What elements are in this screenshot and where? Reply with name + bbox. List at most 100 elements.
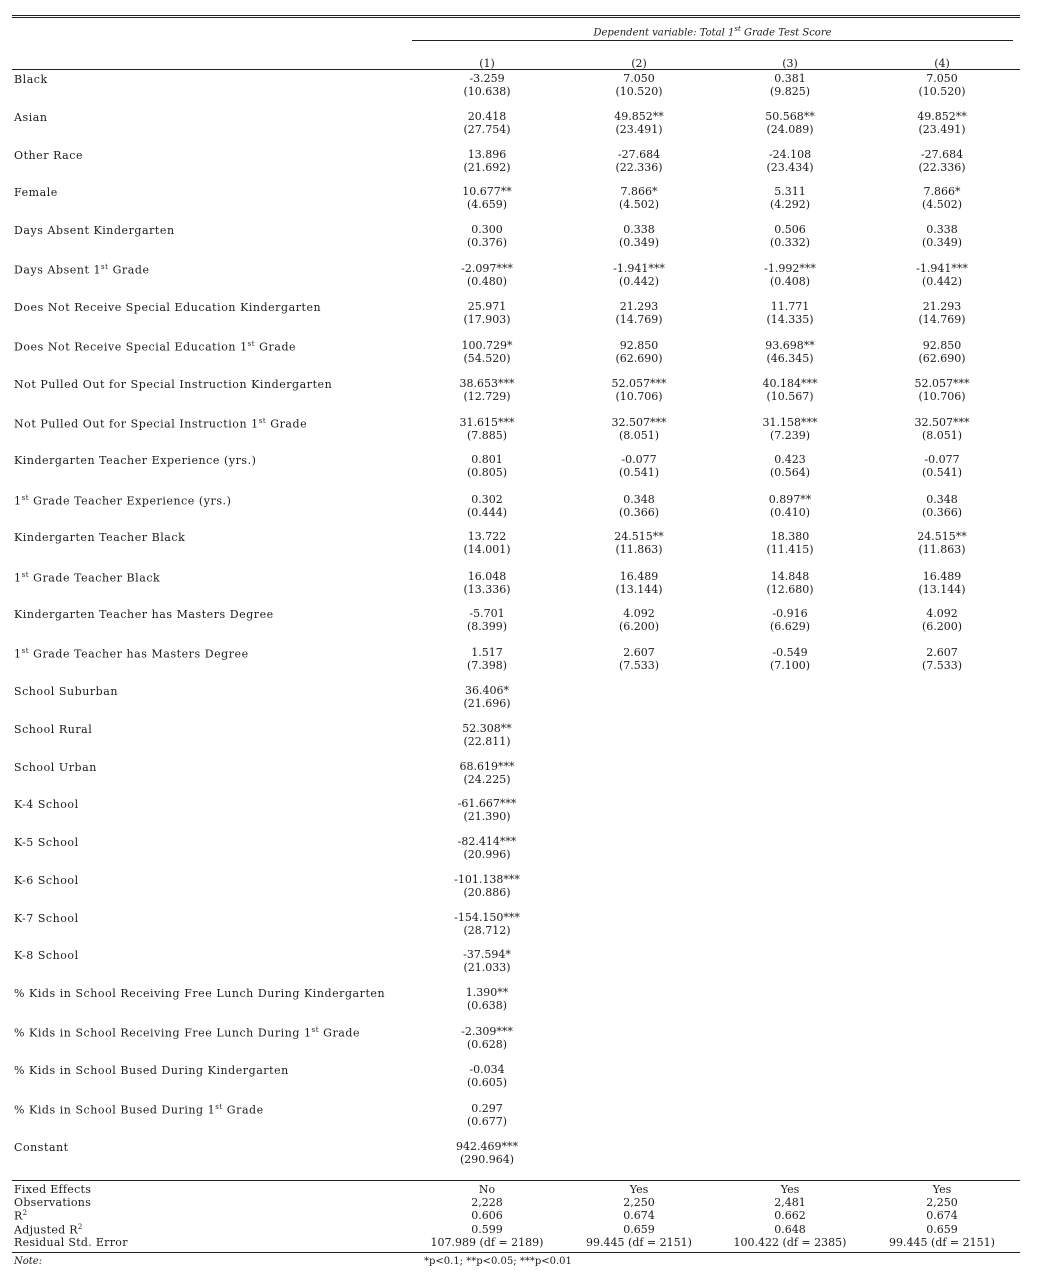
- coefficient-estimate: -0.549: [772, 646, 808, 659]
- standard-error: (22.336): [615, 160, 663, 174]
- coefficient-estimate: 92.850: [922, 339, 962, 352]
- note-label: Note:: [14, 1256, 43, 1267]
- coefficient-cell: -27.684 (22.336): [564, 148, 714, 174]
- coefficient-estimate: 21.293: [922, 300, 962, 313]
- coefficient-estimate: 2.607: [926, 646, 958, 659]
- standard-error: (10.520): [615, 84, 663, 98]
- standard-error: (24.089): [766, 122, 814, 136]
- coefficient-cell: 31.615*** (7.885): [412, 416, 562, 442]
- row-label: % Kids in School Receiving Free Lunch Du…: [14, 987, 386, 1000]
- coefficient-cell: 0.302 (0.444): [412, 493, 562, 519]
- column-number: (4): [934, 57, 950, 70]
- coefficient-estimate: -3.259: [469, 72, 505, 85]
- standard-error: (11.863): [918, 542, 966, 556]
- coefficient-cell: -0.077 (0.541): [564, 453, 714, 479]
- coefficient-estimate: 10.677**: [462, 185, 512, 198]
- dependent-variable-label: Dependent variable: Total 1st Grade Test…: [593, 25, 832, 39]
- stat-value: 0.648: [774, 1223, 806, 1236]
- standard-error: (24.225): [463, 772, 511, 786]
- coefficient-cell: 93.698** (46.345): [715, 339, 865, 365]
- coefficient-estimate: 7.866*: [923, 185, 961, 198]
- standard-error: (0.541): [921, 465, 963, 479]
- coefficient-estimate: 16.489: [619, 570, 659, 583]
- coefficient-estimate: 4.092: [623, 607, 655, 620]
- standard-error: (0.628): [466, 1037, 508, 1051]
- coefficient-estimate: 16.489: [922, 570, 962, 583]
- coefficient-estimate: -1.941***: [916, 262, 968, 275]
- standard-error: (4.502): [618, 197, 660, 211]
- coefficient-cell: 92.850 (62.690): [867, 339, 1017, 365]
- standard-error: (10.706): [615, 389, 663, 403]
- coefficient-cell: 942.469*** (290.964): [412, 1140, 562, 1166]
- stat-row: Adjusted R2 0.599 0.659 0.648 0.659: [0, 1223, 1038, 1237]
- coefficient-estimate: 93.698**: [765, 339, 815, 352]
- table-row: School Suburban 36.406* (21.696): [0, 684, 1038, 715]
- coefficient-estimate: 24.515**: [614, 530, 664, 543]
- coefficient-cell: 21.293 (14.769): [867, 300, 1017, 326]
- coefficient-cell: 5.311 (4.292): [715, 185, 865, 211]
- standard-error: (0.605): [466, 1075, 508, 1089]
- coefficient-estimate: 92.850: [619, 339, 659, 352]
- table-row: School Rural 52.308** (22.811): [0, 722, 1038, 753]
- standard-error: (23.491): [918, 122, 966, 136]
- standard-error: (6.200): [618, 619, 660, 633]
- coefficient-estimate: 32.507***: [611, 416, 667, 429]
- standard-error: (0.541): [618, 465, 660, 479]
- coefficient-estimate: -82.414***: [457, 835, 517, 848]
- standard-error: (11.415): [766, 542, 814, 556]
- standard-error: (14.769): [615, 312, 663, 326]
- stat-label: Observations: [14, 1196, 92, 1209]
- stat-row: R2 0.606 0.674 0.662 0.674: [0, 1209, 1038, 1223]
- table-row: Kindergarten Teacher Experience (yrs.) 0.…: [0, 453, 1038, 484]
- standard-error: (7.398): [466, 658, 508, 672]
- stat-value: 2,250: [926, 1196, 958, 1209]
- coefficient-estimate: -27.684: [920, 148, 964, 161]
- coefficient-estimate: 0.348: [926, 493, 958, 506]
- standard-error: (21.033): [463, 960, 511, 974]
- stat-value: 2,250: [623, 1196, 655, 1209]
- coefficient-cell: 0.300 (0.376): [412, 223, 562, 249]
- coefficient-cell: -24.108 (23.434): [715, 148, 865, 174]
- coefficient-estimate: -0.077: [621, 453, 657, 466]
- standard-error: (13.144): [615, 582, 663, 596]
- row-label: 1st Grade Teacher Black: [14, 571, 161, 585]
- coefficient-estimate: 24.515**: [917, 530, 967, 543]
- stat-value: 0.599: [471, 1223, 503, 1236]
- stat-value: Yes: [629, 1183, 649, 1196]
- coefficient-estimate: 5.311: [774, 185, 806, 198]
- coefficient-estimate: 7.050: [623, 72, 655, 85]
- coefficient-cell: 16.489 (13.144): [564, 570, 714, 596]
- coefficient-cell: 52.308** (22.811): [412, 722, 562, 748]
- row-label: Kindergarten Teacher Black: [14, 531, 186, 544]
- row-label: K-4 School: [14, 798, 79, 811]
- table-row: Not Pulled Out for Special Instruction 1…: [0, 416, 1038, 447]
- coefficient-cell: 0.338 (0.349): [867, 223, 1017, 249]
- coefficient-estimate: -5.701: [469, 607, 505, 620]
- standard-error: (7.239): [769, 428, 811, 442]
- coefficient-estimate: 0.338: [926, 223, 958, 236]
- standard-error: (0.376): [466, 235, 508, 249]
- coefficient-cell: 21.293 (14.769): [564, 300, 714, 326]
- stat-value: 0.662: [774, 1209, 806, 1222]
- coefficient-estimate: 0.297: [471, 1102, 503, 1115]
- standard-error: (0.677): [466, 1114, 508, 1128]
- standard-error: (0.332): [769, 235, 811, 249]
- coefficient-estimate: 68.619***: [459, 760, 515, 773]
- table-row: K-8 School -37.594* (21.033): [0, 948, 1038, 979]
- coefficient-cell: 7.866* (4.502): [564, 185, 714, 211]
- standard-error: (0.564): [769, 465, 811, 479]
- coefficient-estimate: 0.381: [774, 72, 806, 85]
- standard-error: (20.886): [463, 885, 511, 899]
- row-label: K-6 School: [14, 874, 79, 887]
- row-label: 1st Grade Teacher Experience (yrs.): [14, 494, 232, 508]
- coefficient-cell: 40.184*** (10.567): [715, 377, 865, 403]
- standard-error: (4.292): [769, 197, 811, 211]
- standard-error: (7.885): [466, 428, 508, 442]
- coefficient-cell: 16.489 (13.144): [867, 570, 1017, 596]
- coefficient-cell: -101.138*** (20.886): [412, 873, 562, 899]
- stat-value: 0.674: [623, 1209, 655, 1222]
- coefficient-cell: -37.594* (21.033): [412, 948, 562, 974]
- row-label: Asian: [14, 111, 48, 124]
- table-row: 1st Grade Teacher Black 16.048 (13.336) 16.…: [0, 570, 1038, 601]
- standard-error: (10.638): [463, 84, 511, 98]
